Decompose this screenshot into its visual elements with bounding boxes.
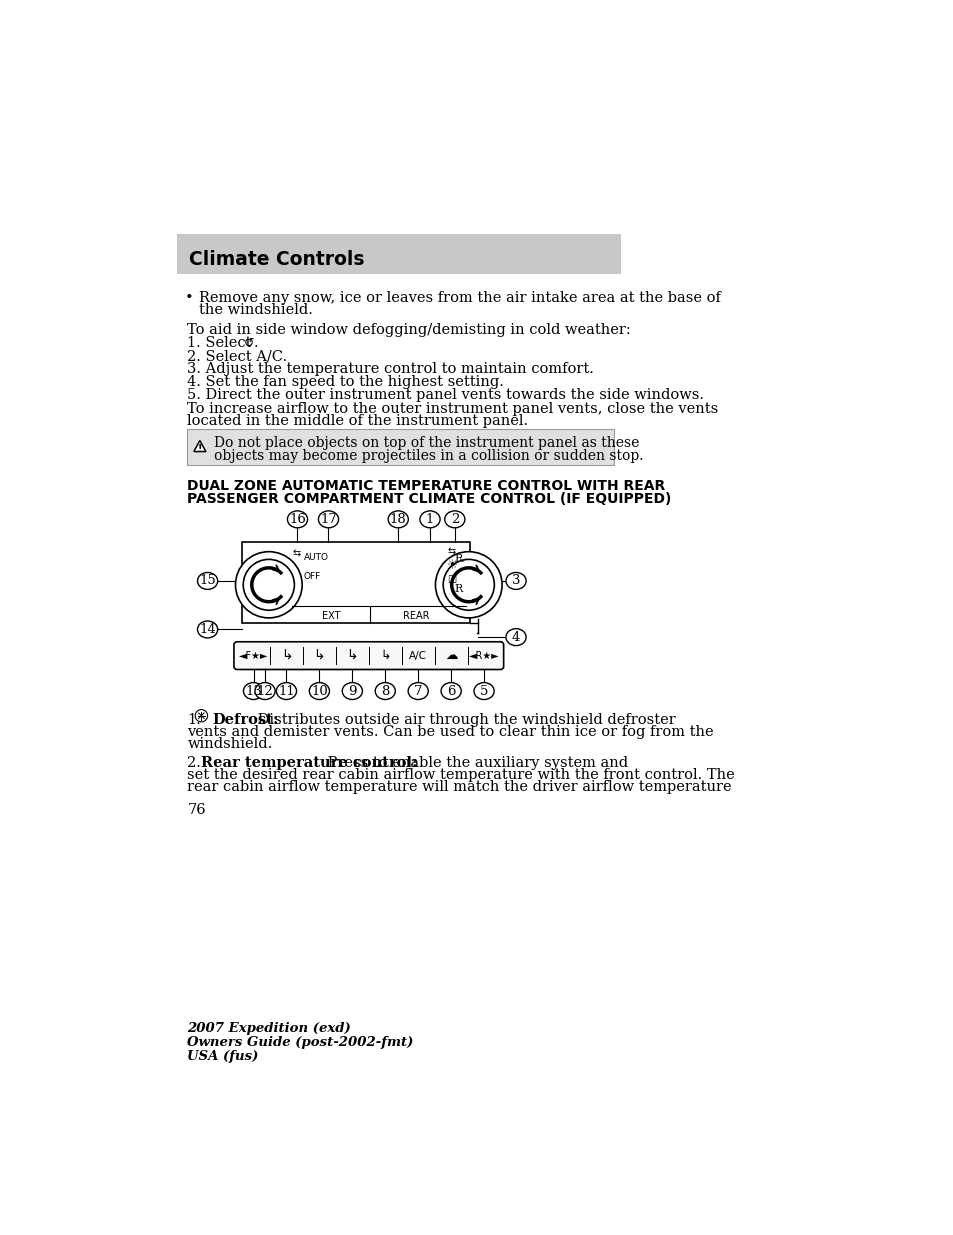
Text: 18: 18 [390,513,406,526]
Text: 2.: 2. [187,756,206,769]
Text: To aid in side window defogging/demisting in cold weather:: To aid in side window defogging/demistin… [187,324,631,337]
Text: 4. Set the fan speed to the highest setting.: 4. Set the fan speed to the highest sett… [187,375,504,389]
Text: ⇆: ⇆ [292,548,300,558]
Text: 2: 2 [450,513,458,526]
Text: ↳: ↳ [379,650,390,662]
Ellipse shape [440,683,460,699]
Text: 11: 11 [277,684,294,698]
Text: ↳: ↳ [314,648,325,663]
Polygon shape [193,441,206,452]
Text: ◄R★►: ◄R★► [468,651,498,661]
Bar [177,235,620,274]
Text: objects may become projectiles in a collision or sudden stop.: objects may become projectiles in a coll… [213,450,642,463]
Circle shape [195,710,208,721]
Text: 5. Direct the outer instrument panel vents towards the side windows.: 5. Direct the outer instrument panel ven… [187,389,703,403]
Circle shape [243,559,294,610]
Ellipse shape [505,629,525,646]
Text: 2. Select A/C.: 2. Select A/C. [187,350,287,363]
Text: To increase airflow to the outer instrument panel vents, close the vents: To increase airflow to the outer instrum… [187,401,718,415]
Text: 9: 9 [348,684,356,698]
Text: ☀: ☀ [447,559,457,572]
Text: OFF: OFF [303,572,320,580]
Text: 3. Adjust the temperature control to maintain comfort.: 3. Adjust the temperature control to mai… [187,362,594,377]
Text: 13: 13 [245,684,262,698]
Text: USA (fus): USA (fus) [187,1050,258,1063]
Text: DUAL ZONE AUTOMATIC TEMPERATURE CONTROL WITH REAR: DUAL ZONE AUTOMATIC TEMPERATURE CONTROL … [187,478,665,493]
Ellipse shape [419,511,439,527]
Text: 15: 15 [199,574,215,588]
Text: REAR: REAR [402,610,429,621]
Text: vents and demister vents. Can be used to clear thin ice or fog from the: vents and demister vents. Can be used to… [187,725,714,739]
Text: AUTO: AUTO [303,553,329,562]
Text: Owners Guide (post-2002-fmt): Owners Guide (post-2002-fmt) [187,1036,414,1049]
Text: 1. Select: 1. Select [187,336,252,350]
Text: ◄F★►: ◄F★► [238,651,268,661]
Ellipse shape [276,683,296,699]
Text: Climate Controls: Climate Controls [189,249,364,269]
FancyBboxPatch shape [233,642,503,669]
Text: 8: 8 [380,684,389,698]
Ellipse shape [318,511,338,527]
Text: 1.: 1. [187,713,201,726]
Bar [187,430,613,464]
Text: 16: 16 [289,513,306,526]
Text: 4: 4 [512,631,519,643]
Circle shape [443,559,494,610]
Text: 7: 7 [414,684,422,698]
Text: 10: 10 [311,684,328,698]
Text: the windshield.: the windshield. [199,303,313,317]
Ellipse shape [197,573,217,589]
Ellipse shape [444,511,464,527]
Text: ⇆: ⇆ [447,547,455,557]
Text: 6: 6 [446,684,455,698]
Text: 17: 17 [319,513,336,526]
Text: Do not place objects on top of the instrument panel as these: Do not place objects on top of the instr… [213,436,639,451]
Text: EXT: EXT [321,610,339,621]
Text: R: R [454,584,462,594]
Text: R: R [454,555,462,564]
Text: 12: 12 [256,684,274,698]
Text: set the desired rear cabin airflow temperature with the front control. The: set the desired rear cabin airflow tempe… [187,768,735,782]
Text: 2007 Expedition (exd): 2007 Expedition (exd) [187,1023,351,1035]
Text: •: • [184,290,193,305]
Text: rear cabin airflow temperature will match the driver airflow temperature: rear cabin airflow temperature will matc… [187,781,731,794]
Text: A/C: A/C [409,651,427,661]
Text: ☁: ☁ [444,650,456,662]
Text: 14: 14 [199,622,215,636]
Ellipse shape [254,683,274,699]
Ellipse shape [375,683,395,699]
Circle shape [235,552,302,618]
Ellipse shape [388,511,408,527]
Text: □: □ [447,574,456,584]
Text: 76: 76 [187,804,206,818]
Ellipse shape [243,683,263,699]
Ellipse shape [309,683,329,699]
Text: Rear temperature control:: Rear temperature control: [201,756,417,769]
Text: windshield.: windshield. [187,737,273,751]
Circle shape [435,552,501,618]
Text: 5: 5 [479,684,488,698]
Text: ↳: ↳ [280,648,292,663]
Ellipse shape [505,573,525,589]
Bar [241,542,470,624]
Text: ↳: ↳ [346,648,357,663]
Text: Press to enable the auxiliary system and: Press to enable the auxiliary system and [323,756,627,769]
Text: 1: 1 [425,513,434,526]
Ellipse shape [342,683,362,699]
Ellipse shape [197,621,217,638]
Text: Remove any snow, ice or leaves from the air intake area at the base of: Remove any snow, ice or leaves from the … [199,290,720,305]
Ellipse shape [287,511,307,527]
Text: .: . [253,336,257,350]
Ellipse shape [474,683,494,699]
Text: PASSENGER COMPARTMENT CLIMATE CONTROL (IF EQUIPPED): PASSENGER COMPARTMENT CLIMATE CONTROL (I… [187,492,671,505]
Ellipse shape [408,683,428,699]
Text: !: ! [197,445,202,454]
Text: Distributes outside air through the windshield defroster: Distributes outside air through the wind… [253,713,676,726]
Text: Defrost:: Defrost: [212,713,278,726]
Text: ↺: ↺ [244,337,254,350]
Text: located in the middle of the instrument panel.: located in the middle of the instrument … [187,414,528,427]
Text: 3: 3 [511,574,519,588]
